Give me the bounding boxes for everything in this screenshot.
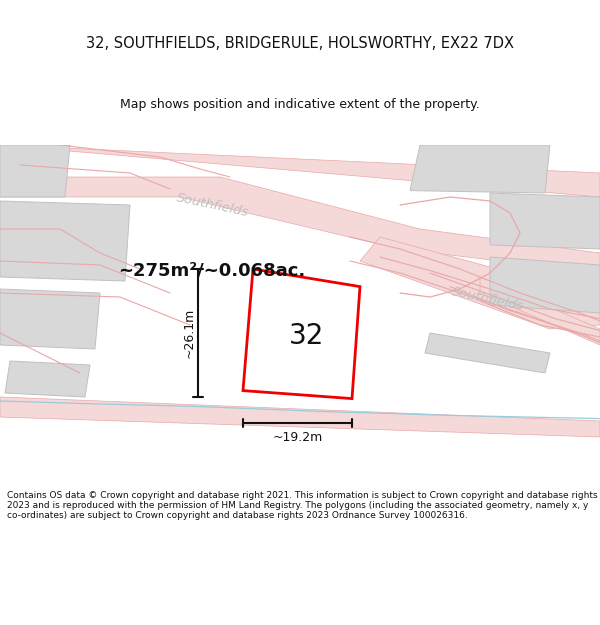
Polygon shape <box>0 145 600 197</box>
Text: Southfields: Southfields <box>451 286 526 313</box>
Polygon shape <box>490 193 600 249</box>
Polygon shape <box>410 145 550 193</box>
Polygon shape <box>490 257 600 313</box>
Polygon shape <box>425 333 550 373</box>
Polygon shape <box>360 237 600 329</box>
Polygon shape <box>243 269 360 399</box>
Polygon shape <box>0 145 70 197</box>
Text: Map shows position and indicative extent of the property.: Map shows position and indicative extent… <box>120 98 480 111</box>
Text: ~26.1m: ~26.1m <box>182 308 196 358</box>
Text: 32: 32 <box>289 322 325 350</box>
Text: Contains OS data © Crown copyright and database right 2021. This information is : Contains OS data © Crown copyright and d… <box>7 491 598 521</box>
Polygon shape <box>0 177 600 273</box>
Text: ~19.2m: ~19.2m <box>272 431 323 444</box>
Polygon shape <box>0 397 600 437</box>
Text: 32, SOUTHFIELDS, BRIDGERULE, HOLSWORTHY, EX22 7DX: 32, SOUTHFIELDS, BRIDGERULE, HOLSWORTHY,… <box>86 36 514 51</box>
Text: ~275m²/~0.068ac.: ~275m²/~0.068ac. <box>118 262 305 279</box>
Text: Southfields: Southfields <box>176 191 250 219</box>
Polygon shape <box>0 289 100 349</box>
Polygon shape <box>480 277 600 345</box>
Polygon shape <box>0 201 130 281</box>
Polygon shape <box>5 361 90 397</box>
